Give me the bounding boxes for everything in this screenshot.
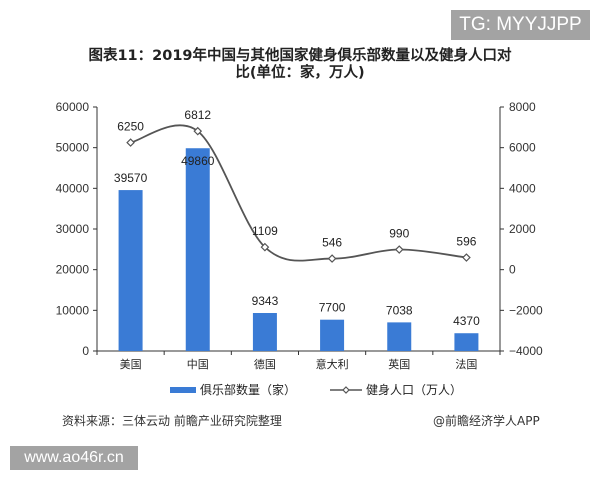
legend-line-swatch [330,385,363,394]
chart-title: 图表11：2019年中国与其他国家健身俱乐部数量以及健身人口对 比(单位：家，万… [40,48,560,82]
right-tick-label: −4000 [509,344,543,358]
source-note: 资料来源：三体云动 前瞻产业研究院整理 [62,414,282,428]
bar-value-label: 7038 [386,303,413,317]
line-value-label: 6812 [184,108,211,122]
title-line-1: 图表11：2019年中国与其他国家健身俱乐部数量以及健身人口对 [88,48,512,64]
credit-note: @前瞻经济学人APP [433,414,540,428]
line-value-label: 1109 [252,224,278,238]
left-tick-label: 40000 [56,181,90,195]
right-tick-label: −2000 [509,303,543,317]
watermark-top: TG: MYYJJPP [451,10,590,40]
left-tick-label: 20000 [56,263,90,277]
bar [387,322,412,351]
bar [185,148,210,351]
watermark-bottom: www.ao46r.cn [10,446,138,470]
left-tick-label: 30000 [56,222,90,236]
bar [118,190,143,351]
category-label: 德国 [254,357,276,371]
line-value-label: 546 [322,236,342,250]
line-marker [193,126,203,136]
category-label: 英国 [388,357,410,371]
bar-value-label: 49860 [181,154,215,168]
category-label: 美国 [120,358,142,371]
legend: 俱乐部数量（家） 健身人口（万人） [170,381,462,398]
bar-value-label: 39570 [114,171,148,185]
right-tick-label: 0 [509,263,516,277]
line-value-label: 990 [389,227,409,241]
line-marker [260,242,270,252]
right-tick-label: 6000 [509,141,536,155]
bar-value-label: 9343 [252,294,279,308]
line-marker [327,254,337,263]
bar-value-label: 4370 [453,314,480,328]
category-label: 意大利 [316,357,349,371]
category-label: 中国 [187,358,209,371]
left-tick-label: 60000 [56,100,90,114]
line-marker [394,245,404,254]
legend-bar-label: 俱乐部数量（家） [200,383,297,397]
line-value-label: 596 [456,235,476,249]
bar-value-label: 7700 [319,301,346,315]
right-tick-label: 2000 [509,222,536,236]
left-tick-label: 0 [82,344,89,358]
right-tick-label: 4000 [509,181,536,195]
line-marker [126,138,135,147]
right-tick-label: 8000 [509,100,536,114]
legend-bar-swatch [170,386,196,393]
left-tick-label: 10000 [56,303,90,317]
line-value-label: 6250 [117,120,144,134]
left-tick-label: 50000 [56,141,90,155]
bar [252,313,277,351]
category-label: 法国 [455,357,477,371]
line-marker [462,253,471,262]
line-series [130,124,467,262]
title-line-2: 比(单位：家，万人) [235,65,365,81]
legend-line-label: 健身人口（万人） [366,383,463,397]
bar [454,333,479,351]
bar [320,319,345,351]
